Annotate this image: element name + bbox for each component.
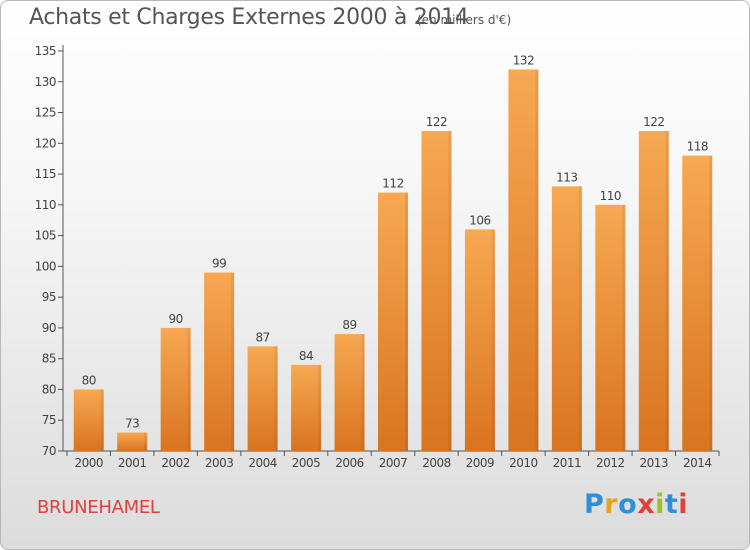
x-tick-label-2006: 2006 (335, 456, 364, 470)
bar-2011 (551, 186, 582, 451)
data-label-2004: 87 (255, 330, 269, 344)
data-label-2003: 99 (212, 257, 226, 271)
bar-2013 (638, 131, 669, 451)
chart-title: Achats et Charges Externes 2000 à 2014 (29, 5, 469, 30)
logo-letter: i (655, 489, 665, 520)
bar-shade (665, 131, 669, 451)
data-label-2013: 122 (643, 115, 664, 129)
bar-2004 (247, 346, 278, 451)
data-label-2012: 110 (600, 189, 621, 203)
bar-shade (535, 69, 539, 451)
x-tick-label-2007: 2007 (379, 456, 408, 470)
x-tick-label-2005: 2005 (292, 456, 321, 470)
bar-2006 (334, 334, 365, 451)
bar-shade (274, 346, 278, 451)
logo-letter: r (604, 489, 619, 520)
data-label-2007: 112 (382, 177, 403, 191)
bar-2005 (291, 364, 322, 451)
bar-shade (405, 192, 408, 452)
data-label-2008: 122 (426, 115, 447, 129)
y-tick-label: 90 (42, 321, 56, 335)
data-label-2014: 118 (687, 140, 708, 154)
chart-subtitle: (en milliers d'€) (417, 13, 512, 27)
y-tick-label: 80 (42, 382, 56, 396)
y-tick-label: 70 (42, 444, 56, 458)
x-tick-label-2004: 2004 (248, 456, 277, 470)
bar-shade (361, 334, 365, 451)
bar-2010 (508, 69, 539, 451)
proxiti-logo: Proxiti (584, 489, 688, 520)
bar-shade (448, 131, 452, 451)
x-tick-label-2008: 2008 (422, 456, 451, 470)
x-tick-label-2009: 2009 (466, 456, 495, 470)
bar-shade (187, 327, 191, 451)
bar-2012 (595, 204, 626, 451)
commune-name: BRUNEHAMEL (37, 497, 160, 518)
y-tick-label: 135 (35, 44, 56, 58)
bar-shade (318, 364, 322, 451)
x-tick-label-2013: 2013 (640, 456, 669, 470)
bar-2000 (73, 389, 104, 451)
bar-shade (578, 186, 582, 451)
bar-2014 (682, 155, 713, 451)
y-tick-label: 130 (35, 75, 56, 89)
x-tick-label-2011: 2011 (553, 456, 582, 470)
x-tick-label-2000: 2000 (74, 456, 103, 470)
x-tick-label-2002: 2002 (161, 456, 190, 470)
y-tick-label: 105 (35, 229, 56, 243)
data-label-2002: 90 (169, 312, 183, 326)
data-label-2010: 132 (513, 53, 534, 67)
logo-letter: P (584, 489, 605, 520)
bar-2007 (378, 192, 408, 452)
data-label-2000: 80 (82, 373, 96, 387)
x-tick-label-2001: 2001 (118, 456, 147, 470)
y-tick-label: 110 (35, 198, 56, 212)
bar-shade (709, 155, 713, 451)
y-tick-label: 115 (35, 167, 56, 181)
data-label-2001: 73 (125, 417, 139, 431)
x-tick-label-2012: 2012 (596, 456, 625, 470)
bar-shade (622, 204, 626, 451)
logo-letter: o (618, 489, 638, 520)
bar-2008 (421, 131, 452, 451)
logo-letter: x (637, 489, 656, 520)
x-tick-label-2014: 2014 (683, 456, 712, 470)
logo-letter: i (678, 489, 689, 520)
bar-2009 (464, 229, 495, 451)
data-label-2005: 84 (299, 349, 313, 363)
bar-2003 (204, 272, 235, 451)
y-tick-label: 120 (35, 136, 56, 150)
bar-shade (144, 432, 148, 451)
data-label-2006: 89 (342, 318, 356, 332)
y-tick-label: 85 (42, 352, 56, 366)
bar-shade (100, 389, 104, 451)
bar-shade (231, 272, 235, 451)
x-tick-label-2003: 2003 (205, 456, 234, 470)
data-label-2009: 106 (469, 213, 490, 227)
logo-letter: t (664, 489, 679, 520)
bar-shade (491, 229, 495, 451)
bar-2001 (117, 432, 148, 451)
x-tick-label-2010: 2010 (509, 456, 538, 470)
data-label-2011: 113 (556, 170, 577, 184)
y-tick-label: 100 (35, 259, 56, 273)
bar-2002 (160, 327, 191, 451)
y-tick-label: 125 (35, 106, 56, 120)
y-tick-label: 95 (42, 290, 56, 304)
y-tick-label: 75 (42, 413, 56, 427)
